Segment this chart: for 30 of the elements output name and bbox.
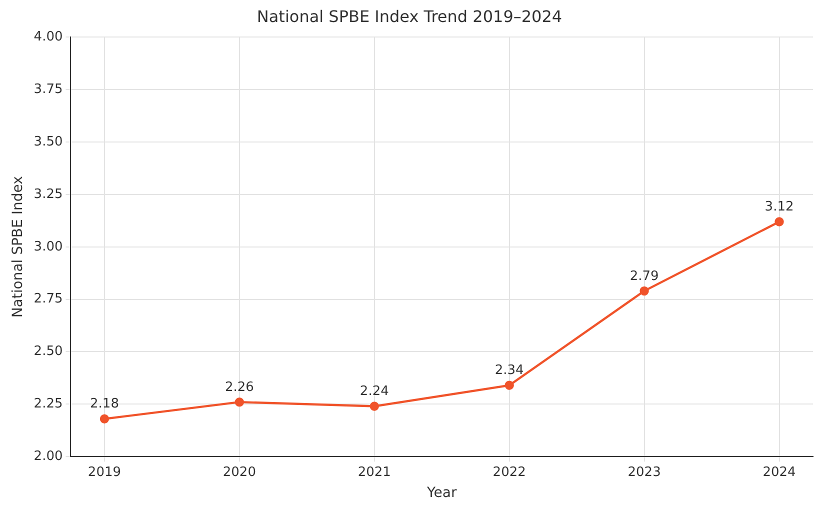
point [234,397,244,407]
x-tick-label: 2023 [628,464,661,480]
data-label: 3.12 [764,200,794,215]
y-tick-label: 2.50 [34,344,63,360]
data-label: 2.24 [360,384,389,400]
y-tick-label: 3.50 [34,134,63,150]
y-tick-label: 2.00 [34,448,63,464]
y-tick-label: 3.25 [34,186,63,202]
point [774,217,784,226]
point [100,414,110,424]
point [504,380,514,390]
data-label: 2.79 [630,268,659,284]
data-label: 2.34 [494,363,524,378]
x-tick-label: 2022 [492,464,526,480]
chart-title: National SPBE Index Trend 2019–2024 [256,6,562,26]
x-tick-label: 2021 [358,464,391,480]
y-axis-title: National SPBE Index [10,176,26,318]
y-tick-label: 2.75 [34,292,63,307]
data-label: 2.18 [90,396,119,412]
y-tick-label: 3.00 [34,239,63,254]
point [640,286,649,296]
y-tick-label: 2.25 [34,396,63,412]
y-tick-label: 3.75 [34,82,63,97]
y-tick-label: 4.00 [34,30,63,45]
x-tick-label: 2020 [222,464,256,480]
x-tick-label: 2019 [88,464,122,480]
x-tick-label: 2024 [762,464,796,480]
data-label: 2.26 [224,380,254,395]
point [370,402,379,411]
x-axis-title: Year [426,485,457,502]
